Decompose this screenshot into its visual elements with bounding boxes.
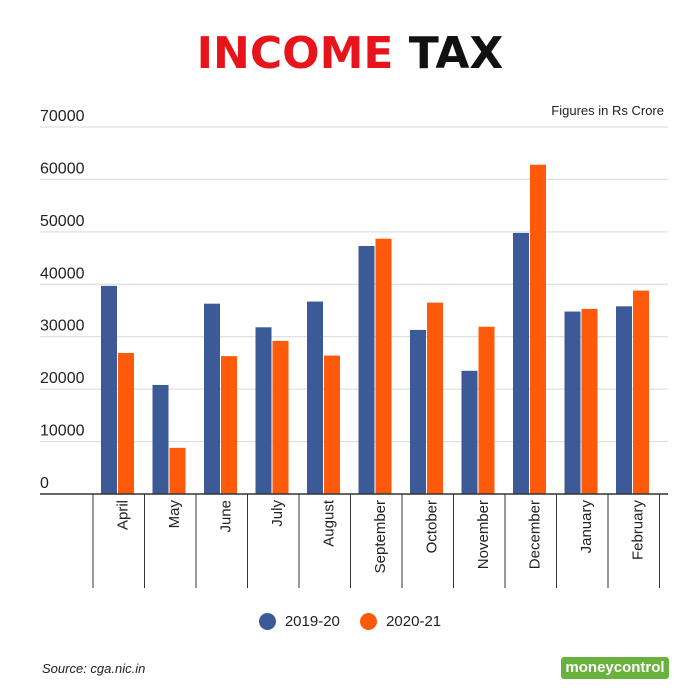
x-tick-label-february: February (630, 500, 647, 561)
bar-june-2020-21 (221, 356, 237, 494)
legend-dot-2020-21 (360, 613, 378, 630)
bar-december-2019-20 (513, 232, 529, 495)
bar-april-2020-21 (118, 352, 134, 494)
bar-february-2019-20 (616, 306, 632, 494)
units-note: Figures in Rs Crore (551, 103, 664, 118)
x-tick-label-october: October (424, 500, 441, 553)
y-tick-label-10000: 10000 (40, 423, 85, 440)
bar-april-2019-20 (101, 285, 117, 494)
y-tick-label-20000: 20000 (40, 370, 85, 387)
y-tick-label-30000: 30000 (40, 318, 85, 335)
x-tick-label-june: June (218, 500, 235, 533)
x-axis-categories: April May June July August September October No… (115, 499, 647, 573)
bar-january-2019-20 (564, 311, 581, 494)
legend-dot-2019-20 (258, 613, 276, 630)
legend: 2019-20 2020-21 (0, 613, 700, 634)
bar-october-2019-20 (410, 329, 426, 494)
bar-september-2019-20 (358, 246, 375, 494)
legend-item-2019-20: 2019-20 (258, 613, 340, 630)
x-tick-label-may: May (166, 500, 183, 529)
x-tick-label-november: November (475, 500, 492, 569)
source-note: Source: cga.nic.in (42, 661, 146, 676)
bar-september-2020-21 (375, 238, 392, 494)
bar-november-2019-20 (461, 370, 478, 494)
y-tick-label-70000: 70000 (40, 108, 85, 125)
bar-may-2020-21 (169, 447, 186, 494)
moneycontrol-logo: moneycontrol (561, 657, 669, 679)
title-word-income: INCOME (196, 28, 394, 79)
gridlines (40, 126, 668, 443)
legend-label-2020-21: 2020-21 (386, 613, 442, 630)
x-tick-label-august: August (321, 499, 338, 547)
x-tick-label-september: September (372, 500, 389, 573)
x-tick-label-july: July (269, 500, 286, 527)
bar-august-2020-21 (324, 355, 340, 494)
bar-december-2020-21 (530, 164, 546, 494)
bar-may-2019-20 (152, 384, 169, 494)
y-tick-label-40000: 40000 (40, 265, 85, 282)
y-tick-label-60000: 60000 (40, 160, 85, 177)
bar-august-2019-20 (307, 301, 323, 494)
x-axis (40, 493, 668, 588)
bars (101, 164, 649, 495)
bar-october-2020-21 (427, 302, 443, 494)
x-tick-label-december: December (527, 500, 544, 569)
title-word-tax: TAX (408, 28, 504, 79)
y-tick-label-0: 0 (40, 475, 49, 492)
x-tick-label-january: January (578, 500, 595, 554)
bar-january-2020-21 (581, 308, 598, 494)
bar-november-2020-21 (478, 326, 495, 494)
y-axis-ticks: 0 10000 20000 30000 40000 50000 60000 70000 (40, 108, 85, 492)
x-tick-label-april: April (115, 500, 132, 530)
bar-july-2019-20 (255, 327, 272, 494)
bar-july-2020-21 (272, 340, 289, 494)
legend-item-2020-21: 2020-21 (360, 613, 441, 630)
bar-february-2020-21 (633, 290, 649, 494)
bar-june-2019-20 (204, 303, 220, 494)
chart-title: INCOME TAX (0, 28, 700, 79)
y-tick-label-50000: 50000 (40, 213, 85, 230)
legend-label-2019-20: 2019-20 (284, 613, 340, 630)
